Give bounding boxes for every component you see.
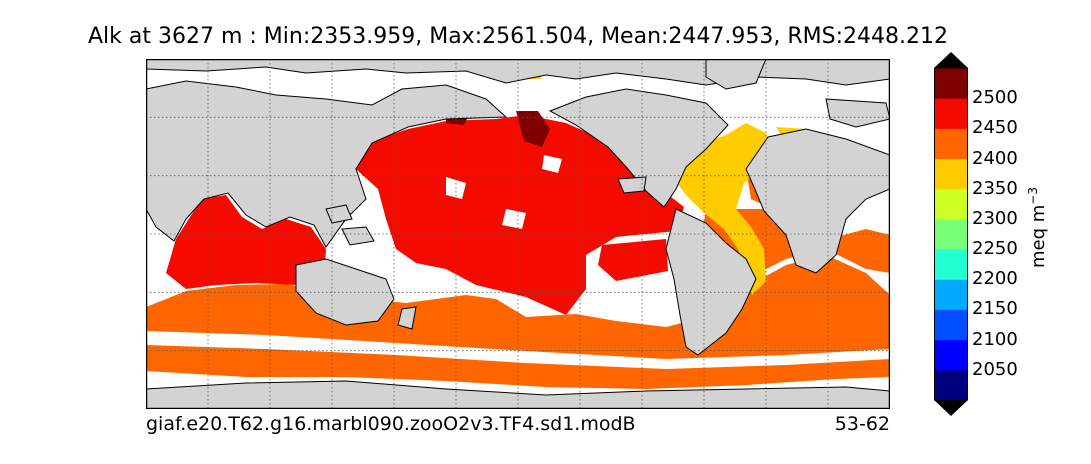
map-frame [146,59,890,409]
colorbar-level [934,188,968,220]
colorbar-tick-label: 2150 [972,298,1018,320]
colorbar-units-exponent: −3 [1026,187,1040,205]
colorbar-extend-low [934,400,968,416]
map-panel [146,59,890,409]
colorbar-units-base: meq m [1028,204,1049,268]
colorbar-level [934,158,968,190]
colorbar-labels: 2050 2100 2150 2200 2250 2300 2350 2400 2450 2500 [972,0,1032,464]
colorbar-tick-label: 2450 [972,117,1018,139]
colorbar-level [934,68,968,99]
indian-ocean-field [166,195,326,289]
colorbar-tick-label: 2050 [972,358,1018,380]
colorbar-tick-label: 2500 [972,87,1018,109]
world-map [146,59,890,409]
colorbar-tick-label: 2400 [972,147,1018,169]
colorbar-level [934,309,968,341]
case-name-label: giaf.e20.T62.g16.marbl090.zooO2v3.TF4.sd… [146,413,636,435]
colorbar-tick-label: 2100 [972,328,1018,350]
colorbar-frame [934,67,968,401]
colorbar-tick-label: 2300 [972,207,1018,229]
colorbar-level [934,218,968,250]
colorbar-tick-label: 2350 [972,177,1018,199]
pacific-ocean-field [356,111,684,315]
colorbar-tick-label: 2200 [972,268,1018,290]
colorbar-level [934,279,968,310]
colorbar [934,52,968,416]
map-title: Alk at 3627 m : Min:2353.959, Max:2561.5… [88,24,948,49]
colorbar-level [934,339,968,371]
years-label: 53-62 [834,413,890,435]
colorbar-level [934,98,968,129]
colorbar-units-label: meq m−3 [1026,187,1049,268]
colorbar-level [934,128,968,160]
colorbar-level [934,369,968,401]
map-gridlines [146,59,890,409]
colorbar-level [934,249,968,280]
colorbar-tick-label: 2250 [972,238,1018,260]
colorbar-extend-high [934,52,968,68]
